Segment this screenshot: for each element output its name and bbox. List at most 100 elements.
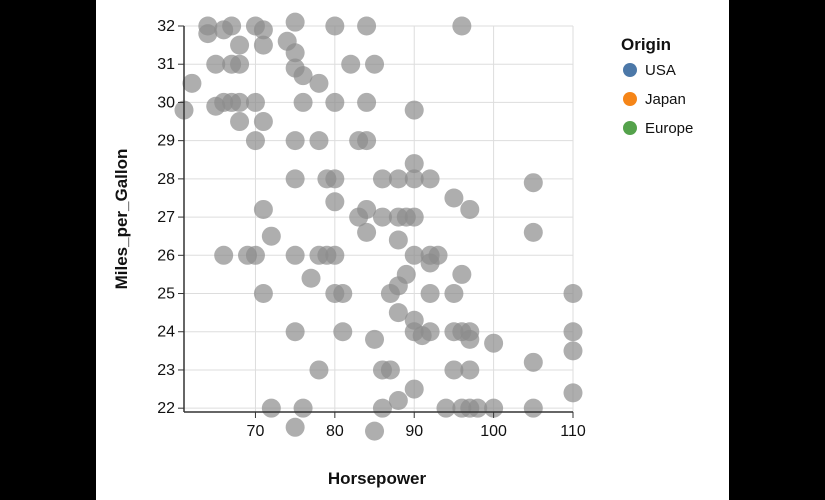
data-point xyxy=(460,329,480,349)
data-point xyxy=(563,383,583,403)
data-point xyxy=(222,16,242,36)
y-tick-label: 25 xyxy=(157,286,175,303)
data-point xyxy=(325,169,345,189)
data-point xyxy=(309,131,329,151)
data-point xyxy=(245,131,265,151)
data-point xyxy=(388,169,408,189)
legend-swatch xyxy=(623,121,637,135)
y-tick-label: 22 xyxy=(157,400,175,417)
data-point xyxy=(253,284,273,304)
data-points xyxy=(174,12,583,441)
y-tick-label: 32 xyxy=(157,18,175,35)
x-axis-title: Horsepower xyxy=(328,469,427,488)
data-point xyxy=(444,360,464,380)
data-point xyxy=(468,398,488,418)
data-point xyxy=(365,54,385,74)
y-tick-label: 27 xyxy=(157,209,175,226)
data-point xyxy=(523,398,543,418)
data-point xyxy=(396,264,416,284)
axes: 22 23 24 25 26 27 28 29 30 31 32 70 80 90 100 110 xyxy=(157,18,586,440)
data-point xyxy=(404,245,424,265)
data-point xyxy=(333,284,353,304)
scatter-chart: 22 23 24 25 26 27 28 29 30 31 32 70 80 90 100 110 Horse… xyxy=(112,12,693,488)
data-point xyxy=(420,322,440,342)
data-point xyxy=(357,16,377,36)
data-point xyxy=(357,199,377,219)
legend-label: Japan xyxy=(645,91,686,108)
y-tick-label: 30 xyxy=(157,94,175,111)
data-point xyxy=(372,398,392,418)
data-point xyxy=(285,131,305,151)
x-tick-label: 100 xyxy=(480,423,507,440)
data-point xyxy=(301,268,321,288)
data-point xyxy=(285,417,305,437)
data-point xyxy=(523,352,543,372)
data-point xyxy=(206,54,226,74)
data-point xyxy=(365,329,385,349)
legend-swatch xyxy=(623,63,637,77)
data-point xyxy=(388,230,408,250)
x-tick-label: 70 xyxy=(247,423,265,440)
data-point xyxy=(285,43,305,63)
data-point xyxy=(253,35,273,55)
data-point xyxy=(293,66,313,86)
data-point xyxy=(563,322,583,342)
data-point xyxy=(404,100,424,120)
data-point xyxy=(309,360,329,380)
data-point xyxy=(261,226,281,246)
y-tick-label: 23 xyxy=(157,362,175,379)
data-point xyxy=(253,20,273,40)
legend-swatch xyxy=(623,92,637,106)
legend: Origin USA Japan Europe xyxy=(621,35,693,137)
data-point xyxy=(428,245,448,265)
data-point xyxy=(309,73,329,93)
data-point xyxy=(245,92,265,112)
data-point xyxy=(214,245,234,265)
data-point xyxy=(285,12,305,32)
data-point xyxy=(325,192,345,212)
data-point xyxy=(333,322,353,342)
chart-canvas: 22 23 24 25 26 27 28 29 30 31 32 70 80 90 100 110 Horse… xyxy=(96,0,729,500)
legend-label: Europe xyxy=(645,120,693,137)
data-point xyxy=(460,199,480,219)
y-tick-label: 24 xyxy=(157,324,175,341)
legend-label: USA xyxy=(645,62,676,79)
data-point xyxy=(182,73,202,93)
y-axis-title: Miles_per_Gallon xyxy=(112,149,131,290)
data-point xyxy=(452,16,472,36)
data-point xyxy=(404,379,424,399)
data-point xyxy=(325,245,345,265)
data-point xyxy=(420,284,440,304)
data-point xyxy=(563,341,583,361)
x-tick-label: 110 xyxy=(560,423,586,440)
data-point xyxy=(365,421,385,441)
data-point xyxy=(253,112,273,132)
data-point xyxy=(436,398,456,418)
data-point xyxy=(357,222,377,242)
data-point xyxy=(452,264,472,284)
data-point xyxy=(357,131,377,151)
data-point xyxy=(523,222,543,242)
data-point xyxy=(563,284,583,304)
data-point xyxy=(261,398,281,418)
data-point xyxy=(253,199,273,219)
data-point xyxy=(325,92,345,112)
data-point xyxy=(230,112,250,132)
data-point xyxy=(460,360,480,380)
data-point xyxy=(388,391,408,411)
data-point xyxy=(404,169,424,189)
data-point xyxy=(230,54,250,74)
data-point xyxy=(285,169,305,189)
data-point xyxy=(230,35,250,55)
x-tick-label: 90 xyxy=(405,423,423,440)
x-tick-label: 80 xyxy=(326,423,344,440)
data-point xyxy=(523,173,543,193)
data-point xyxy=(230,92,250,112)
y-tick-label: 26 xyxy=(157,247,175,264)
data-point xyxy=(357,92,377,112)
data-point xyxy=(388,303,408,323)
y-tick-label: 31 xyxy=(157,56,175,73)
data-point xyxy=(293,92,313,112)
data-point xyxy=(404,207,424,227)
data-point xyxy=(372,207,392,227)
